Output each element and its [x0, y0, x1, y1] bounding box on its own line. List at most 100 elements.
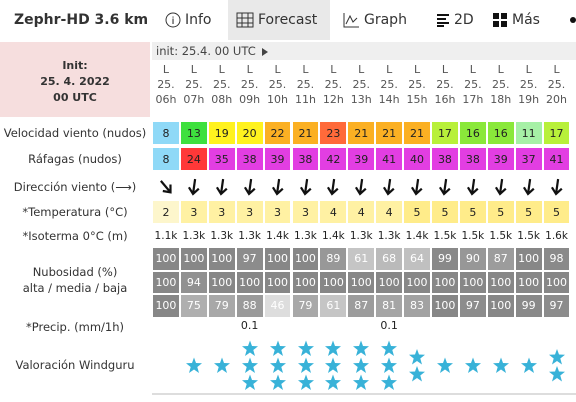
column-dates: 25. — [157, 78, 175, 91]
bottom-line — [152, 393, 576, 395]
cloud-cell: 100 — [431, 270, 459, 294]
wind-cell: 8 — [152, 147, 180, 171]
tab[interactable]: Graph — [342, 9, 407, 31]
direction-arrow — [243, 178, 256, 196]
wind-cell: 21 — [375, 121, 404, 145]
wind-cell: 39 — [263, 147, 292, 171]
wind-cell: 38 — [235, 147, 264, 171]
column-day_marks: L — [190, 63, 197, 76]
direction-arrow — [355, 178, 367, 196]
temperature-cell: 5 — [458, 200, 487, 224]
isotherm-cell: 1.5k — [517, 230, 541, 242]
2d-icon — [437, 14, 449, 27]
isotherm-cell: 1.3k — [349, 230, 373, 242]
isotherm-cell: 1.4k — [321, 230, 345, 242]
cloud-cell: 100 — [263, 247, 292, 271]
wind-cell: 40 — [403, 147, 431, 171]
init-box — [0, 42, 150, 117]
direction-arrow — [383, 178, 395, 196]
init-row — [152, 42, 576, 60]
wind-cell: 16 — [486, 121, 515, 145]
cloud-cell: 64 — [403, 247, 431, 271]
column-dates: 25. — [519, 78, 538, 91]
precip-cell: 0.1 — [240, 318, 259, 332]
cloud-cell: 100 — [207, 247, 236, 271]
cloud-cell: 87 — [486, 247, 515, 271]
direction-arrow — [522, 178, 535, 196]
rating-stars — [157, 338, 175, 392]
column-hours: 17h — [462, 93, 484, 106]
graph-icon — [343, 13, 359, 28]
isotherm-cell: 1.3k — [210, 230, 234, 242]
direction-arrow — [327, 178, 339, 196]
wind-cell: 8 — [152, 121, 180, 145]
cloud-cell: 100 — [263, 270, 292, 294]
rating-stars — [437, 357, 453, 373]
temperature-cell: 2 — [152, 200, 180, 224]
wind-cell: 24 — [179, 147, 208, 171]
tab[interactable]: Forecast — [236, 9, 317, 31]
cloud-cell: 100 — [207, 270, 236, 294]
column-dates: 25. — [547, 78, 566, 91]
wind-cell: 41 — [375, 147, 404, 171]
column-dates: 25. — [464, 78, 482, 91]
temperature-cell: 3 — [235, 200, 264, 224]
rating-stars — [185, 357, 202, 373]
cloud-cell: 100 — [235, 270, 264, 294]
tab[interactable]: Más — [492, 9, 540, 31]
isotherm-cell: 1.4k — [405, 230, 429, 242]
isotherm-cell: 1.5k — [461, 230, 485, 242]
row-label: Ráfagas (nudos) — [28, 152, 122, 166]
column-hours: 08h — [211, 93, 233, 106]
cloud-cell: 79 — [207, 294, 236, 318]
column-dates: 25. — [268, 78, 287, 91]
cloud-cell: 68 — [375, 247, 404, 271]
model-name: Zephr-HD 3.6 km — [14, 12, 149, 28]
column-hours: 07h — [183, 93, 205, 106]
isotherm-cell: 1.3k — [377, 230, 401, 242]
column-dates: 25. — [296, 78, 315, 91]
column-day_marks: L — [246, 63, 253, 76]
tab-label: Más — [512, 12, 540, 28]
wind-cell: 19 — [207, 121, 236, 145]
column-dates: 25. — [352, 78, 370, 91]
cloud-cell: 97 — [235, 247, 264, 271]
cloud-cell: 97 — [458, 294, 487, 318]
rating-stars — [409, 349, 426, 382]
direction-arrow — [160, 180, 172, 194]
column-day_marks: L — [330, 63, 337, 76]
temperature-cell: 4 — [347, 200, 376, 224]
row-label: *Isoterma 0°C (m) — [22, 229, 128, 243]
direction-arrow — [438, 178, 451, 196]
tab[interactable]: 2D — [436, 9, 474, 31]
temperature-cell: 5 — [542, 200, 571, 224]
isotherm-cell: 1.3k — [294, 230, 317, 242]
row-label: *Temperatura (°C) — [22, 205, 128, 219]
rating-stars — [241, 340, 258, 390]
cloud-cell: 79 — [291, 294, 320, 318]
column-dates: 25. — [380, 78, 398, 91]
column-hours: 15h — [406, 93, 428, 106]
column-hours: 11h — [294, 93, 316, 106]
cloud-cell: 100 — [179, 247, 208, 271]
rating-stars — [269, 340, 286, 390]
isotherm-cell: 1.6k — [545, 230, 568, 242]
column-hours: 18h — [490, 93, 512, 106]
cloud-cell: 100 — [514, 247, 543, 271]
tab-label: Info — [185, 12, 212, 28]
wind-cell: 23 — [319, 121, 348, 145]
column-dates: 25. — [185, 78, 203, 91]
column-dates: 25. — [491, 78, 510, 91]
precip-cell: 0.1 — [380, 318, 398, 332]
cloud-cell: 94 — [179, 270, 208, 294]
direction-arrow — [271, 178, 284, 196]
column-dates: 25. — [408, 78, 426, 91]
row-label: Velocidad viento (nudos) — [3, 126, 147, 140]
tab[interactable]: i Info — [165, 9, 212, 31]
cloud-cell: 99 — [514, 294, 543, 318]
column-day_marks: L — [497, 63, 504, 76]
rating-stars — [381, 340, 398, 390]
column-day_marks: L — [413, 63, 421, 76]
wind-cell: 17 — [542, 121, 571, 145]
cloud-cell: 100 — [486, 294, 515, 318]
